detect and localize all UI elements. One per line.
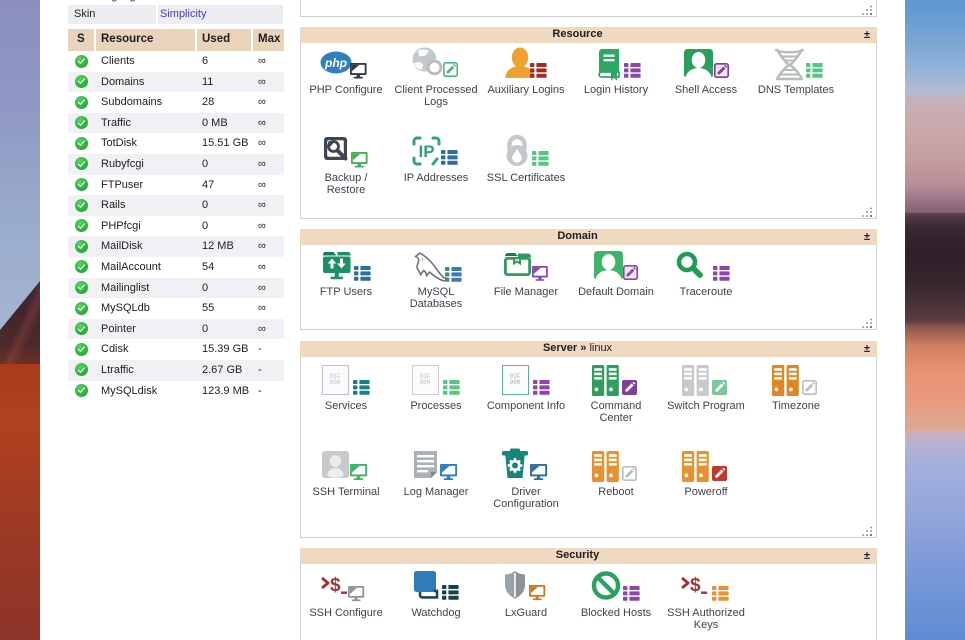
svg-text:IP: IP bbox=[418, 142, 434, 161]
svg-text:900: 900 bbox=[510, 379, 521, 386]
svg-text:php: php bbox=[324, 56, 347, 70]
svg-text:$: $ bbox=[690, 575, 701, 596]
svg-text:900: 900 bbox=[330, 379, 341, 386]
svg-text:01F: 01F bbox=[420, 373, 431, 380]
svg-text:01F: 01F bbox=[330, 373, 341, 380]
svg-text:900: 900 bbox=[420, 379, 431, 386]
svg-text:01F: 01F bbox=[510, 373, 521, 380]
svg-text:$: $ bbox=[330, 575, 341, 596]
